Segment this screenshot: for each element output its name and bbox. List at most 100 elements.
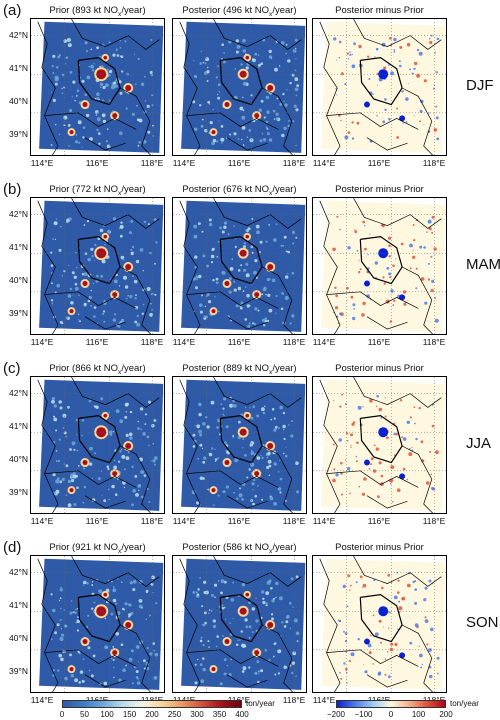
boundary-line bbox=[219, 235, 263, 285]
latitude-label: 40°N bbox=[9, 275, 28, 285]
model-domain bbox=[181, 21, 306, 153]
boundary-line bbox=[37, 379, 59, 513]
emission-hotspot bbox=[239, 249, 247, 257]
longitude-label: 114°E bbox=[172, 516, 196, 526]
title-text: /year) bbox=[272, 5, 297, 16]
longitude-label: 114°E bbox=[30, 516, 54, 526]
emission-hotspot bbox=[112, 650, 118, 656]
longitude-label: 114°E bbox=[312, 158, 336, 168]
longitude-label: 118°E bbox=[140, 516, 164, 526]
emission-colorbar bbox=[62, 700, 242, 708]
emission-hotspot bbox=[245, 592, 250, 597]
boundary-line bbox=[219, 414, 263, 464]
difference-spot bbox=[399, 652, 406, 659]
longitude-label: 114°E bbox=[30, 337, 54, 347]
prior-map bbox=[30, 376, 165, 514]
latitude-label: 40°N bbox=[9, 454, 28, 464]
diff-title: Posterior minus Prior bbox=[335, 363, 424, 374]
boundary-line bbox=[186, 649, 279, 667]
diff-title: Posterior minus Prior bbox=[335, 5, 424, 16]
latitude-label: 41°N bbox=[9, 242, 28, 252]
prior-map bbox=[30, 18, 165, 156]
prior-title: Prior (772 kt NOx/year) bbox=[30, 184, 165, 197]
colorbar-tick-label: 350 bbox=[212, 710, 227, 719]
emission-hotspot bbox=[69, 130, 74, 135]
posterior-map bbox=[172, 18, 307, 156]
colorbar-tick-label: 100 bbox=[411, 710, 426, 719]
emission-hotspot bbox=[112, 113, 118, 119]
emission-hotspot bbox=[82, 102, 88, 108]
emission-hotspot bbox=[224, 102, 230, 108]
emission-hotspot bbox=[224, 639, 230, 645]
prior-title: Prior (921 kt NOx/year) bbox=[30, 542, 165, 555]
longitude-label: 114°E bbox=[172, 337, 196, 347]
latitude-label: 40°N bbox=[9, 633, 28, 643]
posterior-map bbox=[172, 555, 307, 693]
title-text: Prior (866 kt NO bbox=[49, 363, 118, 374]
boundary-line bbox=[77, 593, 121, 643]
difference-spot bbox=[378, 69, 389, 80]
colorbar-tick-label: 100 bbox=[100, 710, 114, 719]
colorbar-tick-label: 150 bbox=[122, 710, 137, 719]
longitude-label: 118°E bbox=[140, 337, 164, 347]
latitude-label: 41°N bbox=[9, 63, 28, 73]
model-domain bbox=[39, 558, 164, 690]
season-label: JJA bbox=[466, 435, 492, 452]
boundary-line bbox=[401, 266, 434, 334]
title-subscript: x bbox=[118, 547, 122, 555]
boundary-line bbox=[219, 593, 263, 643]
prior-map bbox=[30, 555, 165, 693]
boundary-line bbox=[84, 674, 126, 688]
boundary-line bbox=[71, 556, 160, 587]
boundary-line bbox=[77, 414, 121, 464]
longitude-label: 118°E bbox=[282, 516, 306, 526]
title-text: Posterior (586 kt NO bbox=[182, 542, 269, 553]
emission-hotspot bbox=[211, 667, 216, 672]
boundary-line bbox=[179, 379, 201, 513]
title-text: /year) bbox=[272, 184, 297, 195]
longitude-label: 116°E bbox=[227, 516, 251, 526]
boundary-line bbox=[213, 556, 302, 587]
emission-hotspot bbox=[224, 281, 230, 287]
boundary-line bbox=[44, 112, 137, 130]
longitude-label: 114°E bbox=[312, 695, 336, 705]
season-label: DJF bbox=[466, 77, 494, 94]
longitude-label: 118°E bbox=[282, 158, 306, 168]
latitude-label: 42°N bbox=[9, 209, 28, 219]
prior-title: Prior (866 kt NOx/year) bbox=[30, 363, 165, 376]
longitude-label: 118°E bbox=[422, 337, 446, 347]
emission-hotspot bbox=[69, 309, 74, 314]
boundary-line bbox=[319, 21, 341, 155]
title-text: /year) bbox=[121, 184, 146, 195]
model-domain bbox=[181, 200, 306, 332]
colorbar-tick-label: 200 bbox=[439, 710, 453, 719]
longitude-label: 116°E bbox=[227, 158, 251, 168]
boundary-line bbox=[44, 470, 137, 488]
boundary-line bbox=[366, 495, 408, 509]
longitude-label: 116°E bbox=[85, 158, 109, 168]
difference-spot bbox=[399, 294, 406, 301]
longitude-label: 116°E bbox=[367, 516, 391, 526]
colorbar-tick-label: 400 bbox=[235, 710, 249, 719]
posterior-title: Posterior (676 kt NOx/year) bbox=[172, 184, 307, 197]
boundary-line bbox=[226, 674, 268, 688]
panel-label: (c) bbox=[3, 360, 21, 377]
model-domain bbox=[321, 558, 446, 690]
difference-map bbox=[312, 197, 447, 335]
colorbar-tick-label: 0 bbox=[388, 710, 394, 719]
longitude-label: 116°E bbox=[85, 337, 109, 347]
emission-hotspot bbox=[125, 622, 132, 628]
boundary-line bbox=[353, 198, 442, 229]
longitude-label: 114°E bbox=[30, 695, 54, 705]
difference-spot bbox=[378, 427, 389, 438]
boundary-line bbox=[44, 291, 137, 309]
longitude-label: 116°E bbox=[367, 158, 391, 168]
title-text: Posterior (676 kt NO bbox=[182, 184, 269, 195]
title-text: Posterior (496 kt NO bbox=[182, 5, 269, 16]
title-subscript: x bbox=[268, 547, 273, 555]
colorbar-unit: ton/year bbox=[246, 699, 275, 708]
panel-label: (b) bbox=[3, 181, 22, 198]
title-text: Prior (921 kt NO bbox=[49, 542, 118, 553]
difference-spot bbox=[378, 248, 389, 259]
boundary-line bbox=[401, 445, 434, 513]
